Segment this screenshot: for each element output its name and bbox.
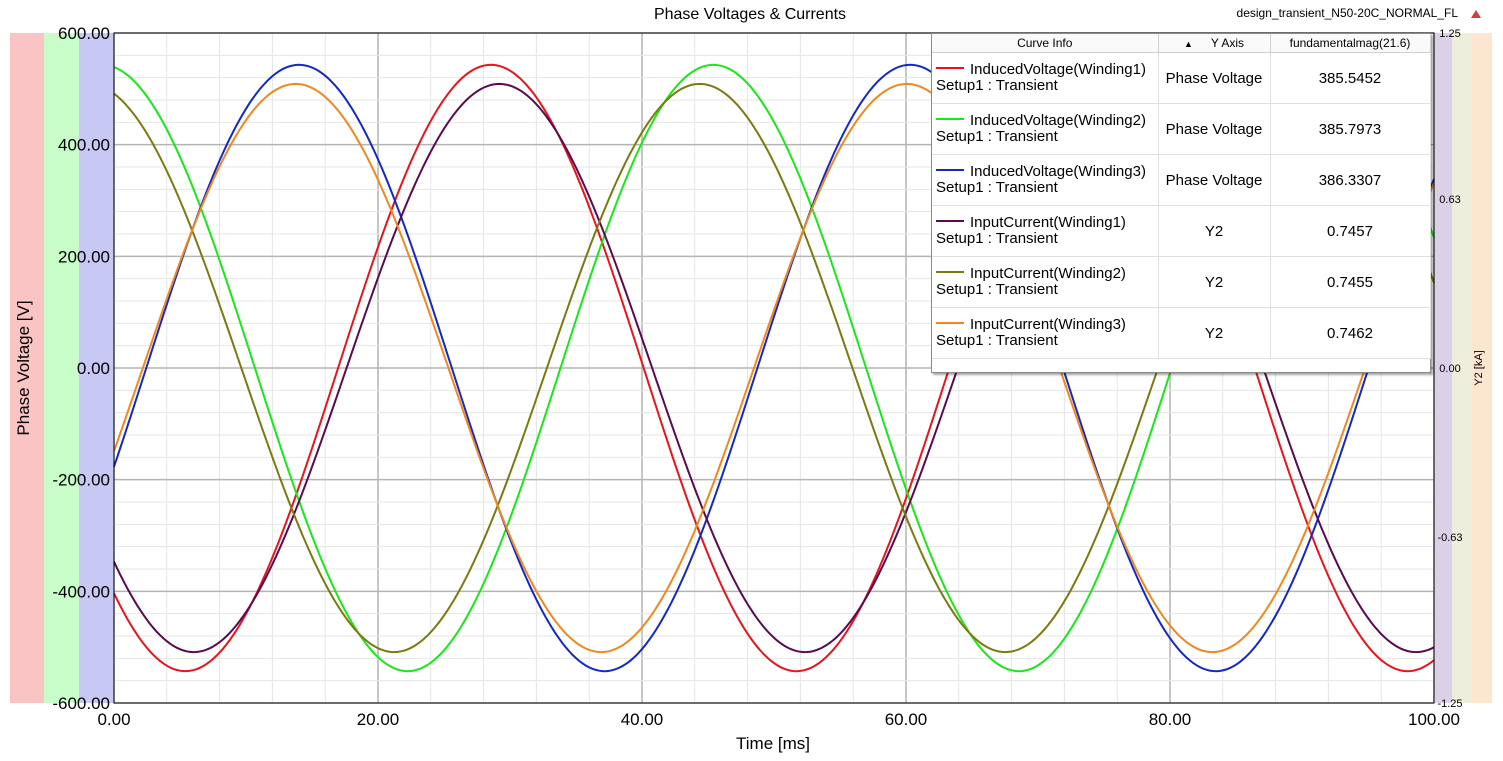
legend-row[interactable]: InducedVoltage(Winding2) Setup1 : Transie…: [932, 103, 1431, 155]
legend-row[interactable]: InducedVoltage(Winding1) Setup1 : Transie…: [932, 52, 1431, 104]
legend-curve-name-line: InputCurrent(Winding1): [936, 215, 1158, 231]
legend-curve-name: InputCurrent(Winding1): [970, 214, 1126, 231]
legend-table[interactable]: Curve Info ▲ Y Axis fundamentalmag(21.6) …: [931, 33, 1431, 373]
legend-curve-name-line: InducedVoltage(Winding3): [936, 164, 1158, 180]
legend-swatch: [936, 169, 964, 172]
legend-value: 0.7462: [1270, 307, 1431, 359]
legend-curve-info: InducedVoltage(Winding1) Setup1 : Transie…: [932, 52, 1159, 104]
legend-header-value[interactable]: fundamentalmag(21.6): [1270, 34, 1431, 53]
legend-value: 0.7457: [1270, 205, 1431, 257]
x-tick-label: 60.00: [885, 710, 928, 729]
legend-curve-name-line: InducedVoltage(Winding2): [936, 113, 1158, 129]
y2-tick-label: -0.63: [1437, 532, 1462, 544]
x-tick-label: 40.00: [621, 710, 664, 729]
y-tick-label: -400.00: [52, 582, 110, 601]
legend-y-axis: Y2: [1158, 256, 1271, 308]
legend-y-axis: Phase Voltage: [1158, 103, 1271, 155]
legend-curve-name: InducedVoltage(Winding2): [970, 112, 1146, 129]
legend-row[interactable]: InducedVoltage(Winding3) Setup1 : Transie…: [932, 154, 1431, 206]
legend-curve-info: InducedVoltage(Winding3) Setup1 : Transie…: [932, 154, 1159, 206]
x-tick-label: 80.00: [1149, 710, 1192, 729]
left-axis-band: [44, 33, 79, 703]
legend-setup: Setup1 : Transient: [936, 77, 1058, 94]
legend-curve-name-line: InducedVoltage(Winding1): [936, 62, 1158, 78]
legend-curve-info: InducedVoltage(Winding2) Setup1 : Transie…: [932, 103, 1159, 155]
legend-value: 386.3307: [1270, 154, 1431, 206]
legend-curve-info: InputCurrent(Winding1) Setup1 : Transient: [932, 205, 1159, 257]
legend-header-curve-info[interactable]: Curve Info: [932, 34, 1159, 53]
legend-value: 385.5452: [1270, 52, 1431, 104]
y2-tick-label: 1.25: [1439, 28, 1460, 40]
legend-curve-name-line: InputCurrent(Winding2): [936, 266, 1158, 282]
design-name: design_transient_N50-20C_NORMAL_FL: [1237, 6, 1459, 20]
y2-tick-label: 0.63: [1439, 194, 1460, 206]
legend-setup: Setup1 : Transient: [936, 179, 1058, 196]
legend-curve-info: InputCurrent(Winding2) Setup1 : Transient: [932, 256, 1159, 308]
y-tick-label: -200.00: [52, 471, 110, 490]
legend-row[interactable]: InputCurrent(Winding1) Setup1 : Transient…: [932, 205, 1431, 257]
plot-frame: [113, 32, 1435, 704]
legend-swatch: [936, 271, 964, 274]
band-layer: [10, 33, 1492, 703]
legend-header-y-axis-label: Y Axis: [1210, 36, 1245, 50]
series-line[interactable]: [113, 82, 1435, 654]
legend-value: 0.7455: [1270, 256, 1431, 308]
y-tick-label: 200.00: [58, 247, 110, 266]
x-axis-label: Time [ms]: [736, 734, 810, 753]
legend-setup: Setup1 : Transient: [936, 281, 1058, 298]
legend-header-y-axis[interactable]: ▲ Y Axis: [1158, 34, 1271, 53]
legend-swatch: [936, 322, 964, 325]
left-axis-band: [10, 33, 44, 703]
legend-swatch: [936, 67, 964, 70]
legend-curve-name-line: InputCurrent(Winding3): [936, 317, 1158, 333]
legend-row[interactable]: InputCurrent(Winding3) Setup1 : Transient…: [932, 307, 1431, 359]
y2-axis-label: Y2 [kA]: [1473, 350, 1485, 385]
legend-value: 385.7973: [1270, 103, 1431, 155]
legend-curve-name: InputCurrent(Winding3): [970, 316, 1126, 333]
legend-setup: Setup1 : Transient: [936, 128, 1058, 145]
sort-arrow-icon[interactable]: ▲: [1183, 39, 1193, 49]
y2-tick-label: 0.00: [1439, 363, 1460, 375]
y-tick-label: -600.00: [52, 694, 110, 713]
legend-curve-name: InputCurrent(Winding2): [970, 265, 1126, 282]
y-tick-label: 400.00: [58, 136, 110, 155]
legend-y-axis: Phase Voltage: [1158, 154, 1271, 206]
legend-y-axis: Y2: [1158, 205, 1271, 257]
legend-swatch: [936, 220, 964, 223]
legend-curve-name: InducedVoltage(Winding1): [970, 61, 1146, 78]
chart-title: Phase Voltages & Currents: [654, 6, 846, 23]
x-tick-label: 0.00: [97, 710, 130, 729]
right-axis-band: [1452, 33, 1472, 703]
x-tick-label: 20.00: [357, 710, 400, 729]
warning-icon[interactable]: [1471, 10, 1481, 18]
y-axis-label: Phase Voltage [V]: [14, 300, 33, 435]
tick-layer: 0.00 20.00 40.00 60.00 80.00 100.00 600.00 400.…: [52, 24, 1462, 729]
legend-setup: Setup1 : Transient: [936, 230, 1058, 247]
y-tick-label: 600.00: [58, 24, 110, 43]
legend-y-axis: Y2: [1158, 307, 1271, 359]
legend-y-axis: Phase Voltage: [1158, 52, 1271, 104]
legend-curve-name: InducedVoltage(Winding3): [970, 163, 1146, 180]
y-tick-label: 0.00: [77, 359, 110, 378]
legend-setup: Setup1 : Transient: [936, 332, 1058, 349]
legend-swatch: [936, 118, 964, 121]
series-line[interactable]: [113, 63, 1435, 673]
legend-curve-info: InputCurrent(Winding3) Setup1 : Transient: [932, 307, 1159, 359]
right-axis-band: [1434, 33, 1452, 703]
y2-tick-label: -1.25: [1437, 698, 1462, 710]
left-axis-band: [79, 33, 114, 703]
right-axis-band: [1472, 33, 1492, 703]
x-tick-label: 100.00: [1408, 710, 1460, 729]
legend-row[interactable]: InputCurrent(Winding2) Setup1 : Transient…: [932, 256, 1431, 308]
